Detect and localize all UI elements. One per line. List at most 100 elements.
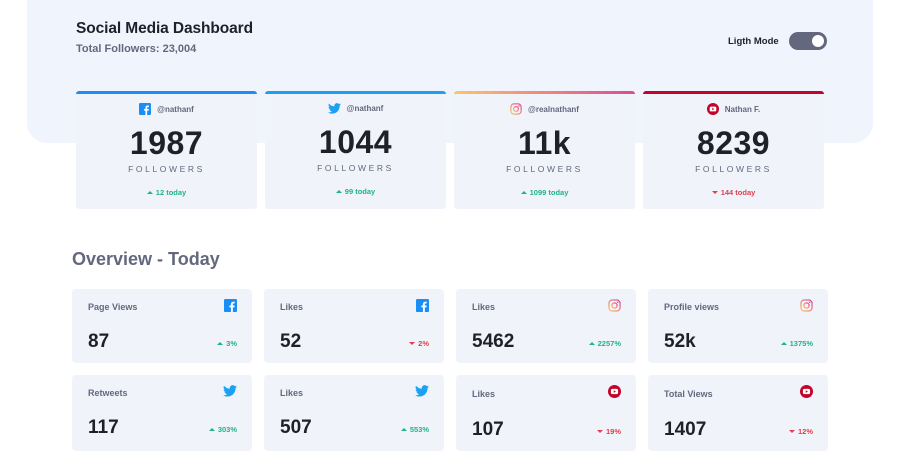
daily-change: 1099 today — [454, 188, 635, 197]
page-header: Social Media Dashboard Total Followers: … — [76, 20, 253, 55]
theme-mode-control: Ligth Mode — [728, 32, 827, 50]
down-arrow-icon — [788, 430, 795, 433]
metric-label: Total Views — [664, 389, 713, 399]
percent-change: 19% — [596, 427, 621, 436]
daily-change: 12 today — [76, 188, 257, 197]
percent-change: 553% — [400, 425, 429, 434]
metric-value: 52 — [280, 331, 302, 352]
metric-label: Likes — [280, 388, 304, 398]
metric-label: Retweets — [88, 388, 128, 398]
account-handle: @realnathanf — [528, 104, 579, 114]
followers-label: FOLLOWERS — [317, 163, 394, 173]
percent-change: 12% — [788, 427, 813, 436]
daily-change-text: 99 today — [344, 187, 376, 196]
down-arrow-icon — [596, 430, 603, 433]
up-arrow-icon — [520, 191, 527, 194]
overview-title: Overview - Today — [72, 249, 220, 269]
mode-label: Ligth Mode — [728, 35, 779, 47]
metric-value: 52k — [664, 331, 696, 352]
percent-change-text: 553% — [409, 425, 429, 434]
instagram-icon — [800, 299, 813, 312]
percent-change-text: 2% — [418, 339, 429, 348]
percent-change: 303% — [208, 425, 237, 434]
percent-change-text: 303% — [217, 425, 237, 434]
facebook-icon — [139, 103, 152, 115]
twitter-icon — [223, 385, 237, 397]
metric-label: Profile views — [664, 302, 720, 312]
metric-value: 1407 — [664, 419, 707, 440]
follower-count: 11k — [517, 125, 572, 161]
follower-count: 1044 — [318, 124, 393, 160]
metric-label: Page Views — [88, 302, 138, 312]
toggle-knob — [811, 35, 824, 47]
percent-change-text: 12% — [797, 427, 813, 436]
percent-change: 2% — [409, 339, 429, 348]
daily-change-text: 1099 today — [529, 188, 569, 197]
metric-value: 87 — [88, 331, 110, 352]
percent-change-text: 19% — [605, 427, 621, 436]
up-arrow-icon — [335, 190, 342, 193]
youtube-icon — [706, 103, 719, 115]
percent-change-text: 3% — [226, 339, 237, 348]
facebook-icon — [416, 299, 429, 312]
percent-change-text: 2257% — [597, 339, 621, 348]
daily-change: 144 today — [643, 188, 824, 197]
card-accent-bar — [76, 91, 257, 94]
followers-label: FOLLOWERS — [506, 164, 583, 174]
overview-card-twitter-likes[interactable]: Likes 507 553% — [264, 375, 444, 451]
overview-card-instagram-likes[interactable]: Likes 5462 2257% — [456, 289, 636, 363]
daily-change: 99 today — [265, 187, 446, 196]
twitter-icon — [415, 385, 429, 397]
up-arrow-icon — [208, 428, 215, 431]
down-arrow-icon — [711, 191, 718, 194]
up-arrow-icon — [780, 342, 787, 345]
metric-label: Likes — [472, 302, 496, 312]
follower-count: 1987 — [129, 125, 204, 161]
followers-label: FOLLOWERS — [128, 164, 205, 174]
overview-card-instagram-profile-views[interactable]: Profile views 52k 1375% — [648, 289, 828, 363]
total-followers: Total Followers: 23,004 — [76, 43, 197, 55]
card-accent-bar — [265, 91, 446, 94]
facebook-icon — [224, 299, 237, 312]
youtube-icon — [608, 385, 621, 398]
metric-value: 5462 — [472, 331, 515, 352]
up-arrow-icon — [217, 342, 224, 345]
percent-change: 2257% — [588, 339, 621, 348]
down-arrow-icon — [409, 342, 416, 345]
followers-card-facebook[interactable]: @nathanf 1987 FOLLOWERS 12 today — [76, 91, 257, 209]
metric-value: 507 — [280, 417, 312, 438]
card-accent-bar — [454, 91, 635, 94]
instagram-icon — [608, 299, 621, 312]
followers-card-twitter[interactable]: @nathanf 1044 FOLLOWERS 99 today — [265, 91, 446, 209]
instagram-icon — [510, 103, 522, 115]
daily-change-text: 12 today — [155, 188, 187, 197]
card-accent-bar — [643, 91, 824, 94]
followers-label: FOLLOWERS — [695, 164, 772, 174]
followers-card-youtube[interactable]: Nathan F. 8239 FOLLOWERS 144 today — [643, 91, 824, 209]
daily-change-text: 144 today — [720, 188, 756, 197]
overview-card-youtube-likes[interactable]: Likes 107 19% — [456, 375, 636, 451]
percent-change: 1375% — [780, 339, 813, 348]
youtube-icon — [800, 385, 813, 398]
percent-change: 3% — [217, 339, 237, 348]
overview-card-twitter-retweets[interactable]: Retweets 117 303% — [72, 375, 252, 451]
percent-change-text: 1375% — [789, 339, 813, 348]
metric-value: 117 — [88, 417, 119, 438]
account-handle: Nathan F. — [724, 104, 761, 114]
metric-label: Likes — [280, 302, 304, 312]
up-arrow-icon — [400, 428, 407, 431]
followers-card-instagram[interactable]: @realnathanf 11k FOLLOWERS 1099 today — [454, 91, 635, 209]
page-title: Social Media Dashboard — [76, 20, 253, 37]
metric-value: 107 — [472, 419, 504, 440]
account-handle: @nathanf — [157, 104, 194, 114]
overview-card-youtube-total-views[interactable]: Total Views 1407 12% — [648, 375, 828, 451]
overview-card-facebook-page-views[interactable]: Page Views 87 3% — [72, 289, 252, 363]
up-arrow-icon — [146, 191, 153, 194]
theme-toggle[interactable] — [788, 32, 827, 50]
metric-label: Likes — [472, 389, 496, 399]
account-handle: @nathanf — [346, 104, 384, 113]
follower-count: 8239 — [696, 125, 771, 161]
overview-card-facebook-likes[interactable]: Likes 52 2% — [264, 289, 444, 363]
twitter-icon — [327, 103, 341, 114]
up-arrow-icon — [588, 342, 595, 345]
